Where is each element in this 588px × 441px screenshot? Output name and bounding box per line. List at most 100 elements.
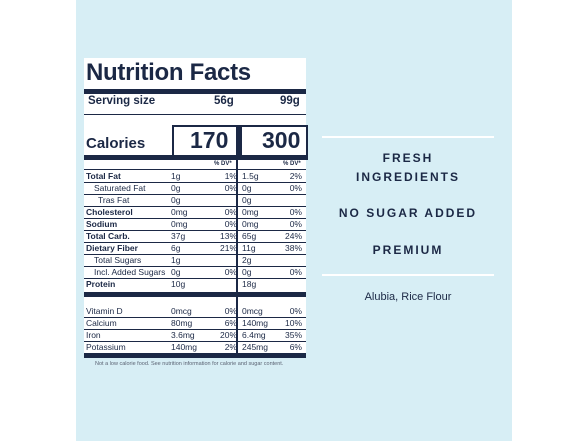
nutrient-name: Cholesterol — [86, 207, 133, 217]
vitamin-dv-1: 20% — [219, 330, 237, 340]
nutrient-amount-2: 0g — [242, 183, 252, 193]
vitamin-amount-2: 0mcg — [242, 306, 263, 316]
nutrient-amount-2: 2g — [242, 255, 252, 265]
nutrient-row: Dietary Fiber 6g 21% 11g 38% — [84, 243, 306, 255]
nutrient-amount-1: 1g — [171, 171, 181, 181]
nutrient-amount-2: 1.5g — [242, 171, 259, 181]
ingredients-text: Alubia, Rice Flour — [364, 291, 452, 303]
nutrient-amount-2: 0g — [242, 195, 252, 205]
nutrient-name: Dietary Fiber — [86, 243, 138, 253]
calorie-column-2 — [240, 125, 308, 160]
nutrient-dv-1: 13% — [219, 231, 237, 241]
vitamin-dv-1: 0% — [224, 306, 237, 316]
column-separator — [236, 125, 238, 358]
dv-header-2: % DV* — [283, 161, 301, 167]
divider — [84, 292, 306, 297]
nutrient-dv-1: 1% — [224, 171, 237, 181]
nutrient-dv-2: 0% — [289, 267, 302, 277]
vitamin-dv-2: 6% — [289, 342, 302, 352]
nutrient-amount-1: 0mg — [171, 207, 188, 217]
vitamin-dv-1: 6% — [224, 318, 237, 328]
nutrient-dv-1: 0% — [224, 183, 237, 193]
divider — [84, 169, 306, 170]
nutrient-amount-1: 0g — [171, 183, 181, 193]
nutrient-dv-1: 21% — [219, 243, 237, 253]
vitamin-dv-1: 2% — [224, 342, 237, 352]
claims-divider — [322, 136, 494, 138]
nutrient-amount-1: 0g — [171, 267, 181, 277]
nutrient-row: Total Sugars 1g 2g — [84, 255, 306, 267]
nutrient-dv-2: 0% — [289, 183, 302, 193]
divider — [84, 114, 306, 115]
nutrient-dv-2: 24% — [284, 231, 302, 241]
vitamin-amount-1: 140mg — [171, 342, 197, 352]
calories-value-2: 300 — [262, 127, 301, 153]
nutrition-label: Nutrition Facts Serving size 56g 99g Cal… — [84, 58, 308, 358]
vitamin-name: Vitamin D — [86, 306, 123, 316]
nutrient-dv-1: 0% — [224, 219, 237, 229]
vitamin-amount-1: 0mcg — [171, 306, 192, 316]
vitamin-amount-2: 140mg — [242, 318, 268, 328]
nutrient-name: Sodium — [86, 219, 118, 229]
nutrient-amount-1: 10g — [171, 279, 186, 289]
nutrient-row: Total Carb. 37g 13% 65g 24% — [84, 231, 306, 243]
nutrient-dv-2: 2% — [289, 171, 302, 181]
divider — [84, 353, 306, 358]
claim-no-sugar-added: NO SUGAR ADDED — [338, 206, 478, 220]
nutrient-dv-2: 38% — [284, 243, 302, 253]
nutrient-amount-1: 6g — [171, 243, 181, 253]
nutrient-amount-2: 11g — [242, 243, 256, 253]
nutrient-name: Total Carb. — [86, 231, 130, 241]
nutrient-row: Sodium 0mg 0% 0mg 0% — [84, 219, 306, 231]
vitamin-name: Potassium — [86, 342, 126, 352]
label-footnote: Not a low calorie food. See nutrition in… — [95, 361, 284, 367]
vitamin-amount-1: 80mg — [171, 318, 193, 328]
calories-label: Calories — [86, 135, 146, 152]
nutrient-dv-1: 0% — [224, 267, 237, 277]
claims-divider — [322, 274, 494, 276]
divider — [84, 155, 306, 160]
vitamin-amount-2: 245mg — [242, 342, 268, 352]
nutrient-name: Saturated Fat — [94, 183, 146, 193]
nutrient-row: Cholesterol 0mg 0% 0mg 0% — [84, 207, 306, 219]
vitamin-name: Calcium — [86, 318, 117, 328]
serving-size-2: 99g — [280, 95, 300, 107]
vitamin-row: Vitamin D 0mcg 0% 0mcg 0% — [84, 306, 306, 318]
nutrient-row: Saturated Fat 0g 0% 0g 0% — [84, 183, 306, 195]
nutrient-dv-2: 0% — [289, 207, 302, 217]
nutrient-name: Tras Fat — [98, 195, 130, 205]
nutrient-amount-2: 0g — [242, 267, 252, 277]
vitamin-name: Iron — [86, 330, 101, 340]
claim-fresh: FRESH — [382, 151, 434, 165]
nutrient-amount-2: 0mg — [242, 219, 259, 229]
nutrient-name: Incl. Added Sugars — [94, 267, 166, 277]
nutrient-row: Incl. Added Sugars 0g 0% 0g 0% — [84, 267, 306, 279]
label-title: Nutrition Facts — [86, 59, 251, 86]
divider — [84, 89, 306, 94]
nutrient-dv-1: 0% — [224, 207, 237, 217]
nutrient-amount-1: 1g — [171, 255, 181, 265]
nutrient-amount-1: 37g — [171, 231, 186, 241]
vitamin-dv-2: 0% — [289, 306, 302, 316]
claim-ingredients: INGREDIENTS — [355, 170, 460, 184]
vitamin-dv-2: 10% — [284, 318, 302, 328]
nutrient-amount-2: 18g — [242, 279, 257, 289]
calories-value-1: 170 — [190, 127, 229, 153]
calorie-column-1 — [172, 125, 240, 160]
dv-header-1: % DV* — [214, 161, 232, 167]
vitamin-amount-1: 3.6mg — [171, 330, 195, 340]
nutrient-row: Protein 10g 18g — [84, 279, 306, 290]
nutrient-name: Total Fat — [86, 171, 121, 181]
nutrient-amount-2: 65g — [242, 231, 257, 241]
nutrient-row: Tras Fat 0g 0g — [84, 195, 306, 207]
nutrient-amount-1: 0g — [171, 195, 181, 205]
vitamin-amount-2: 6.4mg — [242, 330, 266, 340]
nutrient-amount-2: 0mg — [242, 207, 259, 217]
vitamin-row: Iron 3.6mg 20% 6.4mg 35% — [84, 330, 306, 342]
nutrient-name: Total Sugars — [94, 255, 142, 265]
claim-premium: PREMIUM — [372, 243, 444, 257]
vitamin-dv-2: 35% — [284, 330, 302, 340]
serving-size-label: Serving size — [88, 95, 156, 107]
nutrient-dv-2: 0% — [289, 219, 302, 229]
vitamin-row: Calcium 80mg 6% 140mg 10% — [84, 318, 306, 330]
